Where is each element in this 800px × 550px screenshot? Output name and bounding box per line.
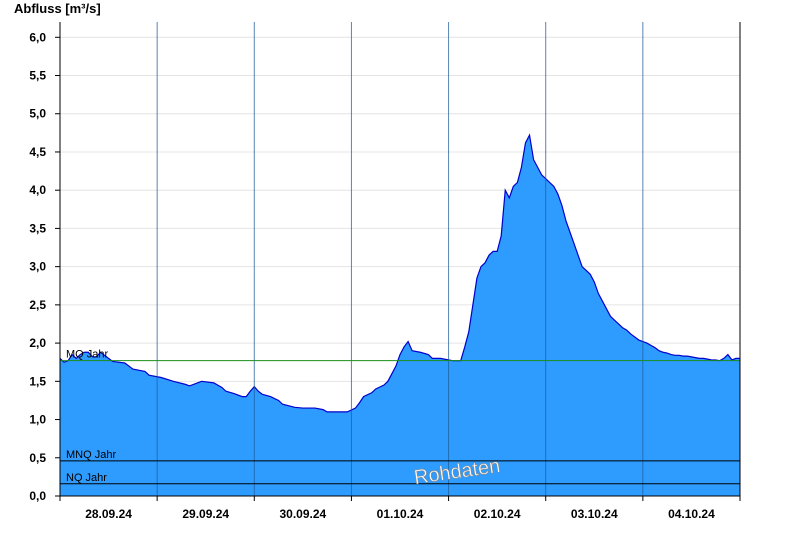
day-boundary-layer bbox=[156, 22, 644, 496]
x-tick-label: 01.10.24 bbox=[377, 507, 424, 521]
y-tick-label: 0,5 bbox=[29, 451, 46, 465]
y-tick-label: 4,5 bbox=[29, 145, 46, 159]
y-tick-label: 3,0 bbox=[29, 260, 46, 274]
y-tick-label: 3,5 bbox=[29, 221, 46, 235]
y-tick-label: 4,0 bbox=[29, 183, 46, 197]
y-axis-title: Abfluss [m³/s] bbox=[14, 1, 101, 16]
y-tick-label: 1,5 bbox=[29, 374, 46, 388]
y-tick-label: 6,0 bbox=[29, 30, 46, 44]
discharge-line bbox=[59, 133, 740, 413]
reference-line-label: MQ Jahr bbox=[66, 349, 109, 361]
x-tick-label: 03.10.24 bbox=[571, 507, 618, 521]
x-tick-label: 30.09.24 bbox=[279, 507, 326, 521]
reference-line-label: NQ Jahr bbox=[66, 472, 107, 484]
reference-line-label: MNQ Jahr bbox=[66, 449, 116, 461]
y-tick-label: 2,0 bbox=[29, 336, 46, 350]
x-tick-label: 29.09.24 bbox=[182, 507, 229, 521]
y-tick-label: 2,5 bbox=[29, 298, 46, 312]
x-tick-label: 02.10.24 bbox=[474, 507, 521, 521]
y-tick-label: 5,5 bbox=[29, 69, 46, 83]
y-tick-label: 0,0 bbox=[29, 489, 46, 503]
axes-layer: 6,0 5,5 5,0 4,5 4,0 3,5 3,0 2,5 2,0 1,5 1,0 0,5 0,0 2… bbox=[29, 22, 741, 521]
x-tick-label: 28.09.24 bbox=[85, 507, 132, 521]
discharge-area bbox=[60, 135, 740, 496]
y-tick-label: 5,0 bbox=[29, 107, 46, 121]
x-tick-label: 04.10.24 bbox=[668, 507, 715, 521]
reference-lines-layer: MQ Jahr MNQ Jahr NQ Jahr bbox=[60, 349, 740, 485]
area-layer bbox=[59, 133, 740, 496]
y-tick-label: 1,0 bbox=[29, 413, 46, 427]
